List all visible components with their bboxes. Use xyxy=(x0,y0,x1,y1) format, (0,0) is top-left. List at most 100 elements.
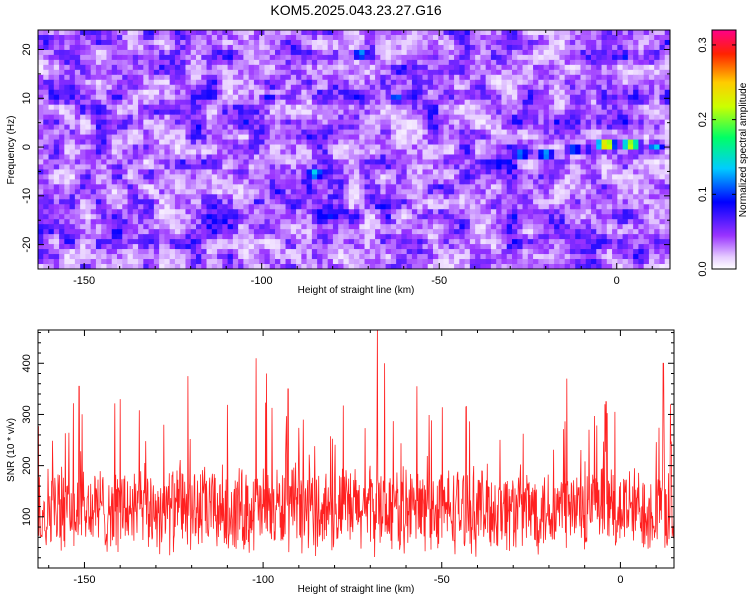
heatmap-cell xyxy=(43,74,50,81)
heatmap-cell xyxy=(59,59,65,66)
heatmap-cell xyxy=(232,159,239,166)
heatmap-cell xyxy=(111,174,118,180)
heatmap-cell xyxy=(612,74,618,81)
heatmap-cell xyxy=(185,154,192,161)
heatmap-cell xyxy=(227,64,234,71)
heatmap-cell xyxy=(454,39,460,46)
heatmap-cell xyxy=(275,229,281,235)
heatmap-cell xyxy=(533,129,539,136)
heatmap-cell xyxy=(622,89,629,96)
heatmap-cell xyxy=(480,189,487,195)
heatmap-cell xyxy=(90,89,97,96)
heatmap-cell xyxy=(332,214,339,220)
heatmap-cell xyxy=(348,114,355,121)
heatmap-cell xyxy=(306,129,313,136)
heatmap-cell xyxy=(538,54,545,61)
heatmap-cell xyxy=(606,39,613,46)
heatmap-cell xyxy=(612,199,618,205)
heatmap-cell xyxy=(127,89,134,96)
heatmap-cell xyxy=(585,84,592,91)
heatmap-cell xyxy=(185,224,192,230)
heatmap-cell xyxy=(127,69,134,76)
heatmap-cell xyxy=(227,79,234,86)
heatmap-cell xyxy=(617,139,624,146)
heatmap-cell xyxy=(101,144,108,151)
heatmap-cell xyxy=(180,104,187,111)
heatmap-cell xyxy=(164,134,171,141)
heatmap-cell xyxy=(591,30,597,36)
heatmap-cell xyxy=(95,209,102,215)
heatmap-cell xyxy=(459,139,466,146)
heatmap-cell xyxy=(627,54,634,61)
heatmap-cell xyxy=(433,229,439,235)
heatmap-cell xyxy=(375,30,381,36)
heatmap-cell xyxy=(633,184,639,190)
heatmap-cell xyxy=(575,154,582,161)
heatmap-cell xyxy=(343,184,350,190)
heatmap-cell xyxy=(259,204,266,210)
heatmap-cell xyxy=(543,194,550,200)
heatmap-cell xyxy=(543,224,550,230)
heatmap-cell xyxy=(554,189,560,195)
heatmap-cell xyxy=(348,144,355,151)
heatmap-cell xyxy=(438,129,445,136)
heatmap-cell xyxy=(627,169,634,175)
heatmap-cell xyxy=(585,99,592,106)
heatmap-cell xyxy=(327,149,334,156)
heatmap-cell xyxy=(111,30,118,36)
heatmap-cell xyxy=(148,174,155,180)
chart-title: KOM5.2025.043.23.27.G16 xyxy=(270,2,441,18)
heatmap-cell xyxy=(375,74,381,81)
heatmap-cell xyxy=(464,199,471,205)
heatmap-cell xyxy=(275,99,281,106)
heatmap-cell xyxy=(433,99,439,106)
heatmap-cell xyxy=(206,139,213,146)
heatmap-cell xyxy=(375,224,381,230)
heatmap-cell xyxy=(443,209,450,215)
heatmap-cell xyxy=(580,159,587,166)
heatmap-cell xyxy=(217,44,223,51)
heatmap-cell xyxy=(164,49,171,56)
heatmap-cell xyxy=(411,30,418,36)
heatmap-cell xyxy=(422,144,429,151)
heatmap-cell xyxy=(238,44,244,51)
heatmap-cell xyxy=(275,69,281,76)
heatmap-cell xyxy=(438,94,445,101)
heatmap-cell xyxy=(533,169,539,175)
heatmap-cell xyxy=(38,34,44,41)
heatmap-cell xyxy=(343,89,350,96)
heatmap-cell xyxy=(411,129,418,136)
heatmap-cell xyxy=(554,59,560,66)
heatmap-cell xyxy=(264,59,271,66)
heatmap-cell xyxy=(138,79,144,86)
heatmap-cell xyxy=(559,89,566,96)
heatmap-cell xyxy=(327,49,334,56)
heatmap-cell xyxy=(512,194,518,200)
heatmap-cell xyxy=(269,229,276,235)
heatmap-cell xyxy=(554,94,560,101)
heatmap-cell xyxy=(485,179,492,185)
heatmap-cell xyxy=(606,99,613,106)
heatmap-cell xyxy=(327,34,334,41)
heatmap-cell xyxy=(512,184,518,190)
heatmap-cell xyxy=(359,129,366,136)
heatmap-cell xyxy=(95,119,102,126)
heatmap-cell xyxy=(411,159,418,166)
heatmap-cell xyxy=(569,184,576,190)
heatmap-cell xyxy=(469,174,476,180)
heatmap-cell xyxy=(217,49,223,56)
heatmap-cell xyxy=(238,89,244,96)
heatmap-cell xyxy=(69,219,76,225)
heatmap-cell xyxy=(169,54,176,61)
heatmap-cell xyxy=(643,99,650,106)
heatmap-cell xyxy=(411,199,418,205)
heatmap-cell xyxy=(643,74,650,81)
heatmap-cell xyxy=(343,159,350,166)
heatmap-cell xyxy=(433,69,439,76)
heatmap-cell xyxy=(454,169,460,175)
heatmap-cell xyxy=(159,154,165,161)
heatmap-cell xyxy=(433,109,439,116)
heatmap-cell xyxy=(469,74,476,81)
heatmap-cell xyxy=(475,54,481,61)
